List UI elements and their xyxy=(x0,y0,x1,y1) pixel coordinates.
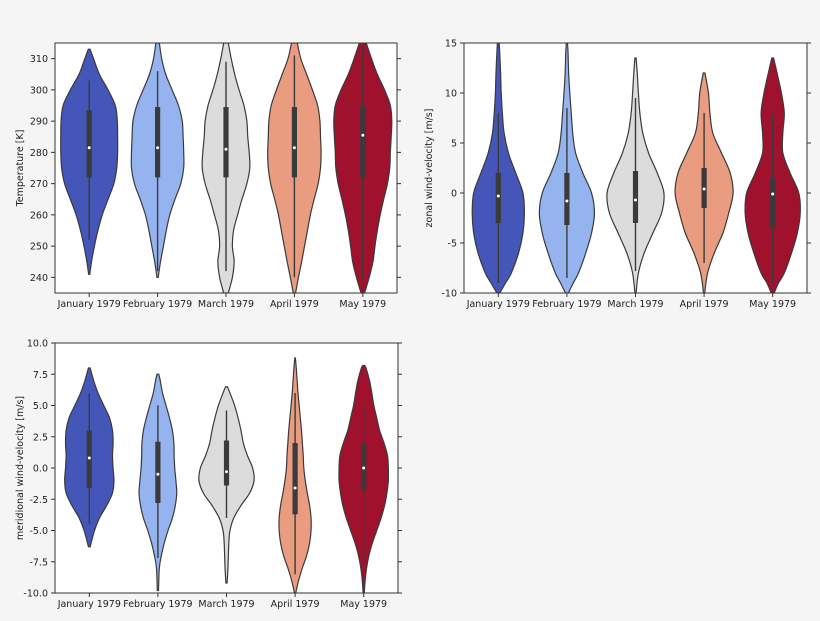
y-tick-label: 10 xyxy=(445,89,457,100)
x-tick-label: January 1979 xyxy=(57,299,121,310)
x-tick-label: May 1979 xyxy=(340,599,387,610)
violin-median xyxy=(634,198,637,202)
y-axis-label: meridional wind-velocity [m/s] xyxy=(15,396,26,540)
y-tick-label: 260 xyxy=(30,210,48,221)
violin-iqr-box xyxy=(155,107,161,178)
violin-median xyxy=(87,146,91,150)
violin-median xyxy=(565,199,569,203)
x-tick-label: March 1979 xyxy=(198,299,254,310)
y-tick-label: 270 xyxy=(30,179,48,190)
y-tick-label: -7.5 xyxy=(29,557,48,568)
violin-iqr-box xyxy=(770,178,776,228)
violin-iqr-box xyxy=(360,105,366,178)
violin-median xyxy=(224,147,228,151)
violin-median xyxy=(771,192,775,196)
y-tick-label: 10.0 xyxy=(27,339,48,350)
y-tick-label: 5.0 xyxy=(33,401,48,412)
x-tick-label: January 1979 xyxy=(466,299,530,310)
zonal-wind-panel: -10 -5 0 5 10 15 January 1979 February 1979 Marc… xyxy=(424,39,811,310)
x-tick-label: May 1979 xyxy=(339,299,386,310)
x-tick-label: April 1979 xyxy=(680,299,729,310)
violin-iqr-box xyxy=(86,110,92,178)
y-tick-label: 240 xyxy=(30,273,48,284)
violin-median xyxy=(292,146,296,150)
violin-iqr-box xyxy=(292,443,298,515)
violins xyxy=(64,357,390,593)
y-tick-label: 310 xyxy=(30,54,48,65)
violin-median xyxy=(361,133,365,137)
x-tick-label: January 1979 xyxy=(57,599,121,610)
violin-iqr-box xyxy=(564,173,570,225)
violin-iqr-box xyxy=(155,441,161,503)
x-tick-label: May 1979 xyxy=(749,299,796,310)
y-tick-label: 0.0 xyxy=(33,464,48,475)
y-axis-label: zonal wind-velocity [m/s] xyxy=(424,109,435,228)
y-tick-label: 15 xyxy=(445,39,457,50)
y-tick-label: 290 xyxy=(30,117,48,128)
violins xyxy=(471,43,801,293)
x-tick-label: March 1979 xyxy=(607,299,663,310)
violin-median xyxy=(702,187,706,191)
y-tick-label: 250 xyxy=(30,242,48,253)
y-tick-label: -2.5 xyxy=(29,495,48,506)
y-tick-label: -10 xyxy=(441,289,457,300)
temperature-panel: 240 250 260 270 280 290 300 310 January 1979 Febr… xyxy=(15,42,401,310)
violin-iqr-box xyxy=(291,107,297,178)
violin-median xyxy=(293,486,297,490)
violins xyxy=(60,43,393,293)
y-tick-label: -10.0 xyxy=(23,589,48,600)
y-tick-label: 7.5 xyxy=(33,370,48,381)
y-axis-label: Temperature [K] xyxy=(15,130,26,208)
violin-iqr-box xyxy=(632,171,639,223)
x-tick-label: February 1979 xyxy=(532,299,601,310)
violin-median xyxy=(496,194,500,198)
y-tick-label: 300 xyxy=(30,85,48,96)
x-tick-label: April 1979 xyxy=(270,299,319,310)
violin-median xyxy=(362,466,366,470)
x-tick-label: April 1979 xyxy=(271,599,320,610)
meridional-wind-panel: -10.0 -7.5 -5.0 -2.5 0.0 2.5 5.0 7.5 10.0 January… xyxy=(15,339,402,610)
x-tick-label: February 1979 xyxy=(123,599,192,610)
violin-iqr-box xyxy=(223,440,230,486)
y-tick-label: -5.0 xyxy=(29,526,48,537)
x-tick-label: February 1979 xyxy=(123,299,192,310)
violin-median xyxy=(156,472,160,476)
y-tick-label: -5 xyxy=(448,239,457,250)
y-tick-label: 2.5 xyxy=(33,432,48,443)
violin-median xyxy=(87,456,91,460)
violin-iqr-box xyxy=(495,173,501,223)
y-tick-label: 5 xyxy=(451,139,457,150)
y-tick-label: 0 xyxy=(451,189,457,200)
violin-iqr-box xyxy=(223,107,229,178)
y-tick-label: 280 xyxy=(30,148,48,159)
x-tick-label: March 1979 xyxy=(198,599,254,610)
violin-median xyxy=(225,470,228,474)
violin-median xyxy=(156,146,160,150)
